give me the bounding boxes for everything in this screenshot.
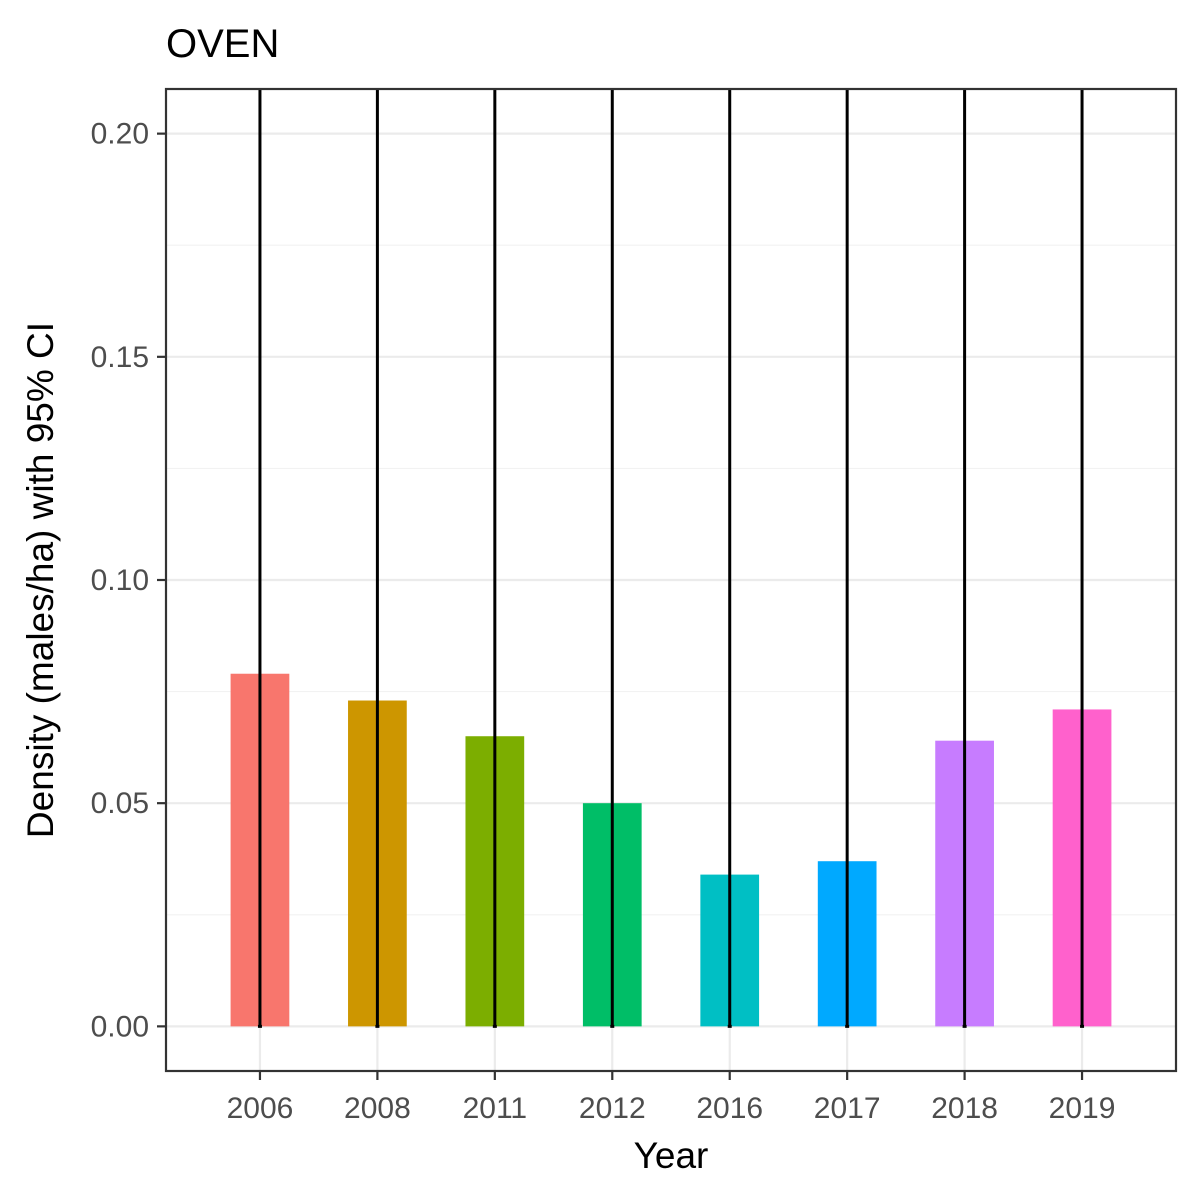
y-axis-title: Density (males/ha) with 95% CI <box>20 322 61 838</box>
x-tick-label-2016: 2016 <box>696 1092 763 1125</box>
x-tick-label-2006: 2006 <box>227 1092 294 1125</box>
x-tick-label-2017: 2017 <box>814 1092 881 1125</box>
y-axis: 0.00 0.05 0.10 0.15 0.20 <box>91 118 166 1043</box>
plot-area <box>164 87 1178 1073</box>
x-axis-title: Year <box>634 1135 709 1176</box>
y-tick-label: 0.20 <box>91 118 149 151</box>
y-tick-label: 0.10 <box>91 564 149 597</box>
y-tick-label: 0.15 <box>91 341 149 374</box>
chart-title: OVEN <box>166 22 279 66</box>
x-tick-label-2018: 2018 <box>931 1092 998 1125</box>
error-bars <box>257 89 1085 1028</box>
x-tick-label-2019: 2019 <box>1049 1092 1116 1125</box>
y-tick-label: 0.05 <box>91 787 149 820</box>
x-axis: 2006 2008 2011 2012 2016 2017 2018 2019 <box>227 1071 1116 1125</box>
x-tick-label-2008: 2008 <box>344 1092 411 1125</box>
y-tick-label: 0.00 <box>91 1010 149 1043</box>
x-tick-label-2012: 2012 <box>579 1092 646 1125</box>
x-tick-label-2011: 2011 <box>463 1092 528 1125</box>
